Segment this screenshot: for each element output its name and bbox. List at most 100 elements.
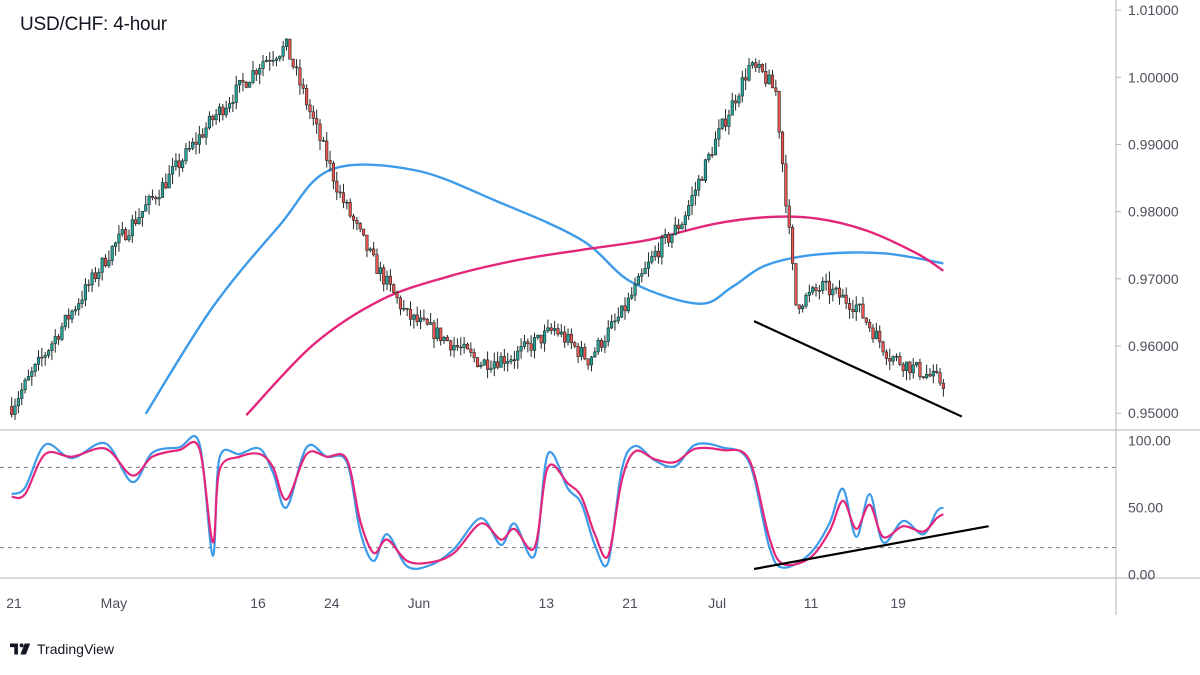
- price-candles[interactable]: [10, 38, 945, 420]
- candle-body[interactable]: [127, 235, 131, 241]
- candle-body[interactable]: [341, 192, 346, 203]
- candle-body[interactable]: [566, 333, 570, 343]
- candle-body[interactable]: [653, 250, 657, 257]
- candle-body[interactable]: [881, 341, 885, 353]
- candle-body[interactable]: [894, 355, 899, 358]
- candle-body[interactable]: [723, 118, 728, 127]
- candle-body[interactable]: [643, 268, 647, 274]
- candle-body[interactable]: [97, 271, 101, 280]
- candle-body[interactable]: [412, 314, 416, 320]
- candle-body[interactable]: [921, 376, 925, 378]
- candle-body[interactable]: [486, 359, 490, 370]
- candle-body[interactable]: [801, 305, 805, 310]
- candle-body[interactable]: [368, 248, 372, 251]
- candle-body[interactable]: [261, 61, 265, 69]
- candle-body[interactable]: [489, 367, 493, 370]
- candle-body[interactable]: [110, 246, 114, 261]
- candle-body[interactable]: [325, 140, 329, 161]
- candle-body[interactable]: [217, 106, 222, 115]
- candle-body[interactable]: [630, 294, 634, 299]
- candle-body[interactable]: [888, 358, 892, 362]
- candle-body[interactable]: [345, 201, 349, 204]
- candle-body[interactable]: [469, 348, 473, 353]
- price-support-trendline[interactable]: [753, 320, 963, 418]
- candle-body[interactable]: [650, 256, 654, 263]
- candle-body[interactable]: [646, 261, 651, 269]
- candle-body[interactable]: [871, 327, 875, 340]
- candle-body[interactable]: [157, 197, 161, 200]
- candle-body[interactable]: [335, 180, 339, 193]
- candle-body[interactable]: [459, 346, 463, 349]
- candle-body[interactable]: [532, 337, 537, 351]
- candle-body[interactable]: [405, 308, 409, 310]
- candle-body[interactable]: [378, 267, 382, 274]
- candle-body[interactable]: [194, 141, 198, 145]
- candle-body[interactable]: [576, 345, 580, 357]
- candle-body[interactable]: [579, 347, 584, 357]
- candle-body[interactable]: [445, 336, 449, 342]
- candle-body[interactable]: [318, 123, 322, 141]
- candle-body[interactable]: [837, 287, 842, 298]
- candle-body[interactable]: [707, 154, 711, 161]
- candle-body[interactable]: [814, 287, 818, 291]
- candle-body[interactable]: [385, 275, 389, 285]
- candle-body[interactable]: [432, 322, 436, 340]
- candle-body[interactable]: [847, 303, 852, 310]
- candle-body[interactable]: [271, 60, 275, 62]
- candle-body[interactable]: [23, 379, 27, 391]
- candle-body[interactable]: [858, 303, 862, 306]
- stoch-d-line[interactable]: [11, 440, 944, 567]
- candle-body[interactable]: [130, 219, 134, 237]
- candle-body[interactable]: [935, 370, 939, 373]
- candle-body[interactable]: [784, 163, 788, 207]
- candle-body[interactable]: [10, 406, 14, 415]
- candle-body[interactable]: [797, 304, 801, 310]
- candle-body[interactable]: [472, 352, 476, 358]
- candle-body[interactable]: [713, 138, 718, 156]
- candle-body[interactable]: [697, 178, 701, 191]
- candle-body[interactable]: [207, 115, 211, 129]
- candle-body[interactable]: [911, 364, 915, 374]
- candle-body[interactable]: [569, 333, 573, 344]
- candle-body[interactable]: [268, 59, 272, 62]
- stochastic-oscillator[interactable]: [0, 435, 1116, 570]
- candle-body[interactable]: [382, 267, 386, 285]
- candle-body[interactable]: [305, 88, 309, 106]
- candle-body[interactable]: [442, 336, 446, 342]
- candle-body[interactable]: [204, 127, 208, 138]
- candle-body[interactable]: [395, 292, 399, 299]
- candle-body[interactable]: [90, 272, 94, 286]
- candle-body[interactable]: [683, 215, 687, 225]
- candle-body[interactable]: [160, 182, 165, 198]
- candle-body[interactable]: [150, 196, 155, 198]
- candle-body[interactable]: [83, 284, 87, 301]
- candle-body[interactable]: [831, 288, 835, 296]
- candle-body[interactable]: [418, 317, 423, 323]
- candle-body[interactable]: [821, 280, 825, 291]
- candle-body[interactable]: [559, 331, 563, 335]
- candle-body[interactable]: [794, 263, 798, 306]
- candle-body[interactable]: [113, 242, 118, 247]
- candle-body[interactable]: [610, 321, 614, 329]
- candle-body[interactable]: [549, 327, 553, 331]
- moving-average-slow[interactable]: [245, 215, 945, 417]
- candle-body[interactable]: [33, 363, 37, 372]
- candle-body[interactable]: [177, 160, 181, 169]
- candle-body[interactable]: [248, 82, 252, 88]
- candle-body[interactable]: [811, 287, 815, 293]
- candle-body[interactable]: [392, 284, 396, 294]
- candle-body[interactable]: [737, 95, 741, 104]
- candle-body[interactable]: [181, 160, 185, 169]
- candle-body[interactable]: [244, 81, 248, 88]
- candle-body[interactable]: [891, 356, 895, 362]
- candle-body[interactable]: [164, 182, 168, 189]
- candle-body[interactable]: [281, 46, 285, 57]
- candle-body[interactable]: [817, 290, 821, 292]
- candle-body[interactable]: [103, 257, 108, 267]
- stoch-rising-trendline[interactable]: [753, 525, 989, 571]
- candle-body[interactable]: [73, 309, 77, 312]
- candle-body[interactable]: [764, 71, 768, 84]
- candle-body[interactable]: [137, 217, 141, 224]
- candle-body[interactable]: [201, 134, 205, 138]
- candle-body[interactable]: [536, 334, 540, 338]
